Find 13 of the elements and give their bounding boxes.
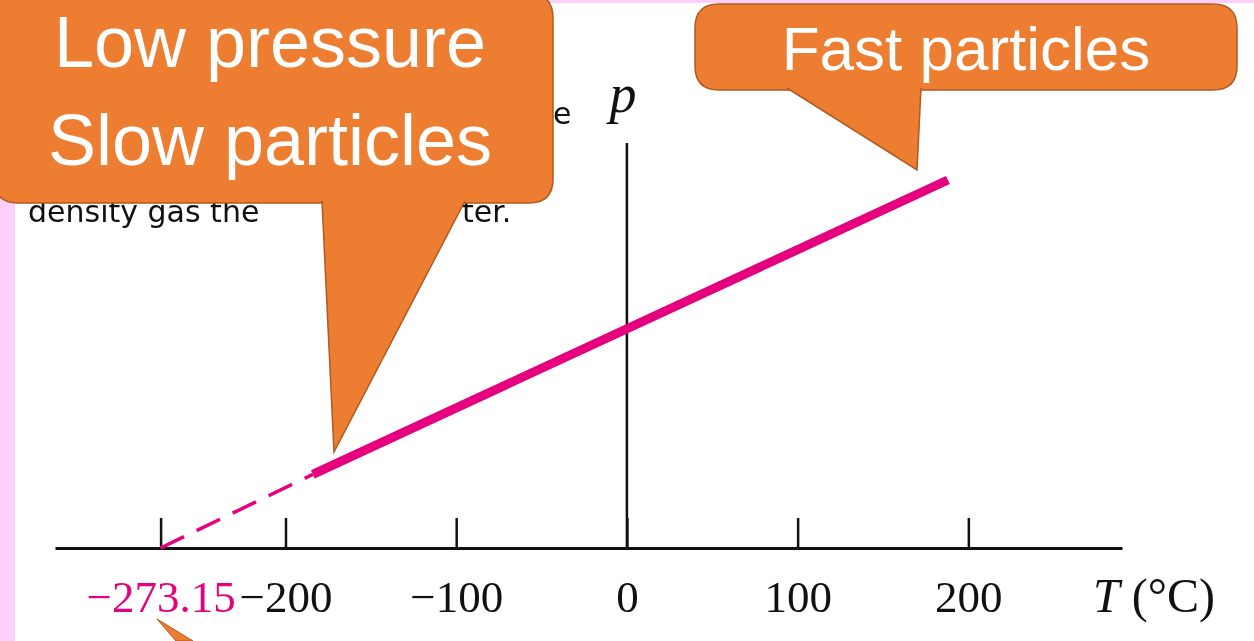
x-tick-label: −200 bbox=[239, 572, 333, 622]
x-tick-label: 200 bbox=[935, 572, 1003, 622]
annotation: Low pressure Slow particles bbox=[47, 2, 493, 180]
x-axis-title: T (°C) bbox=[1093, 569, 1215, 623]
x-tick-label: −100 bbox=[410, 572, 504, 622]
annotation: ter. bbox=[462, 194, 512, 229]
text: e bbox=[553, 96, 572, 131]
x-tick-label: 100 bbox=[764, 572, 832, 622]
x-tick-label: −273.15 bbox=[86, 572, 236, 622]
y-axis-title: p bbox=[605, 64, 637, 124]
text: Fast particles bbox=[781, 14, 1151, 83]
x-tick-label: 0 bbox=[616, 572, 639, 622]
annotation: density gas the bbox=[28, 194, 260, 229]
